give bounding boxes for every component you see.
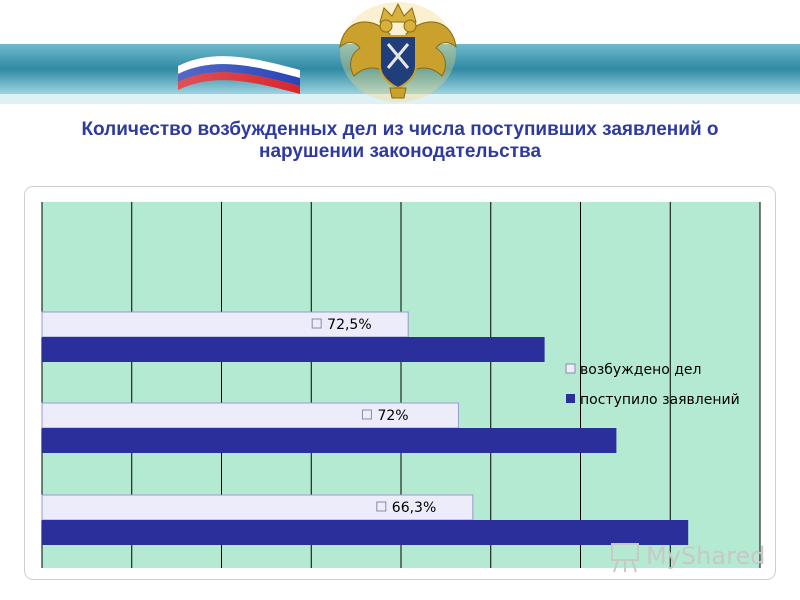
presentation-board-icon [611, 543, 639, 573]
data-label-marker [376, 501, 387, 512]
bar-filed [42, 337, 545, 362]
watermark: MyShared [608, 538, 768, 579]
bar-filed [42, 520, 689, 545]
bar-initiated [41, 311, 409, 338]
legend-label-filed: поступило заявлений [580, 392, 740, 408]
bar-filed [42, 428, 617, 453]
legend-marker-initiated [565, 363, 576, 374]
legend-label-initiated: возбуждено дел [580, 362, 702, 378]
bar-initiated [41, 494, 474, 521]
data-label: 66,3% [392, 500, 436, 516]
eagle-emblem-icon [339, 2, 457, 102]
legend-marker-filed [566, 394, 575, 403]
page-title: Количество возбужденных дел из числа пос… [0, 119, 800, 163]
data-label: 72% [377, 408, 408, 424]
data-label-marker [361, 409, 372, 420]
page-title-line-2: нарушении законодательства [258, 141, 542, 162]
chart-frame: 72,5% 72% 66,3% возбуждено дел поступило зая… [24, 186, 776, 580]
page-title-line-1: Количество возбужденных дел из числа пос… [81, 119, 719, 140]
bar-chart: 72,5% 72% 66,3% возбуждено дел поступило зая… [41, 202, 761, 568]
data-label-marker [311, 318, 322, 329]
header-banner [0, 0, 800, 112]
data-label: 72,5% [327, 317, 371, 333]
watermark-text: MyShared [646, 542, 765, 570]
russian-flag-icon [178, 56, 300, 94]
bar-initiated [41, 402, 459, 429]
